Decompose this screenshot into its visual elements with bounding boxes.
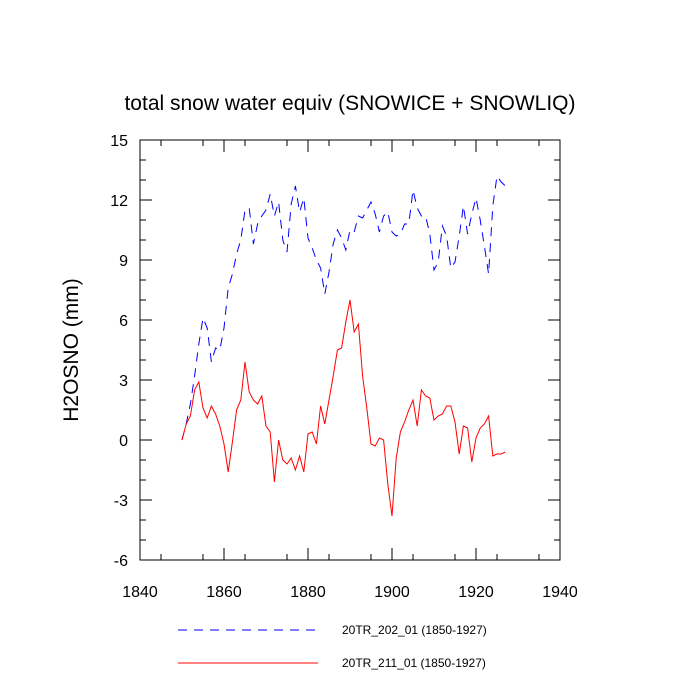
y-tick-label: 0 bbox=[119, 433, 128, 450]
x-tick-label: 1860 bbox=[206, 584, 242, 601]
axis-ticks: 1840 1860 1880 1900 1920 1940 -6 -3 0 3 6 9 12 15 bbox=[110, 133, 578, 601]
y-tick-label: 3 bbox=[119, 373, 128, 390]
y-axis-label: H2OSNO (mm) bbox=[60, 278, 83, 422]
y-tick-label: 6 bbox=[119, 313, 128, 330]
legend-label-1: 20TR_202_01 (1850-1927) bbox=[342, 623, 487, 637]
legend: 20TR_202_01 (1850-1927) 20TR_211_01 (1850… bbox=[178, 623, 487, 670]
y-tick-label: 9 bbox=[119, 253, 128, 270]
plot-lines bbox=[181, 174, 506, 517]
x-tick-label: 1900 bbox=[374, 584, 410, 601]
series-line-1 bbox=[181, 174, 506, 441]
legend-label-2: 20TR_211_01 (1850-1927) bbox=[342, 656, 486, 670]
x-tick-label: 1840 bbox=[122, 584, 158, 601]
x-tick-label: 1940 bbox=[542, 584, 578, 601]
chart-title: total snow water equiv (SNOWICE + SNOWLI… bbox=[124, 92, 575, 115]
y-tick-label: -3 bbox=[114, 493, 128, 510]
x-tick-label: 1920 bbox=[458, 584, 494, 601]
x-tick-label: 1880 bbox=[290, 584, 326, 601]
y-tick-label: -6 bbox=[114, 553, 128, 570]
y-tick-label: 12 bbox=[110, 193, 128, 210]
series-line-2 bbox=[181, 299, 506, 517]
plot-frame bbox=[139, 139, 561, 561]
y-tick-label: 15 bbox=[110, 133, 128, 150]
